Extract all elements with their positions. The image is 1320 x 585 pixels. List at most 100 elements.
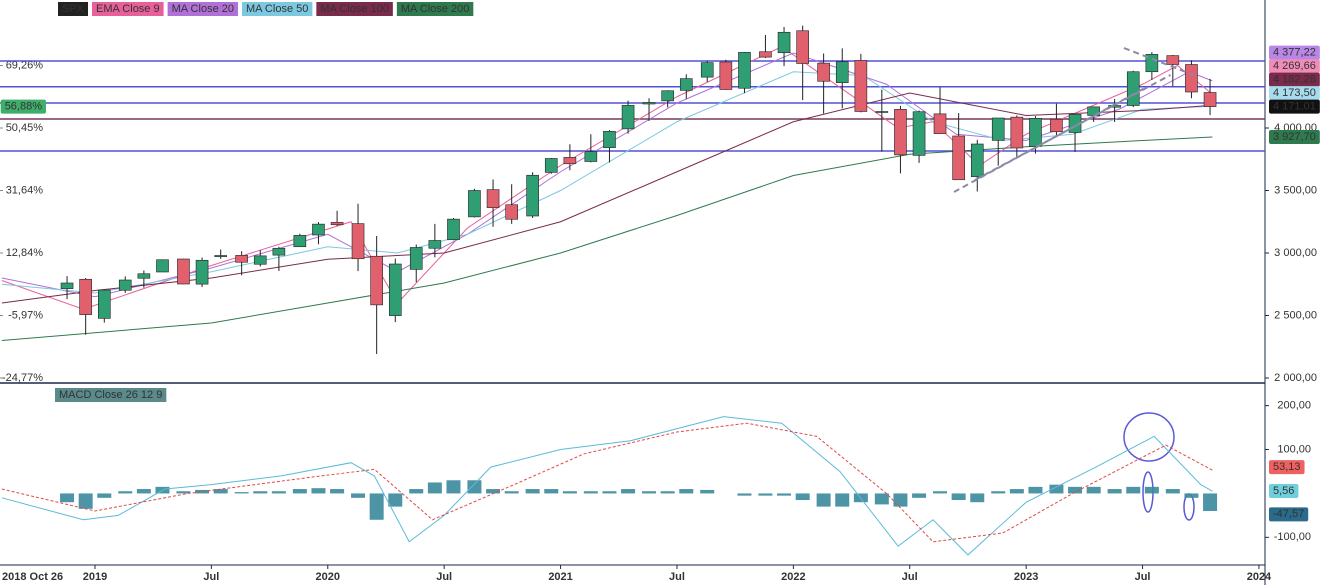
candle-body — [505, 204, 518, 220]
value-tag-text: 5,56 — [1273, 485, 1294, 497]
x-tick-label: Jul — [1135, 571, 1151, 583]
candle-body — [544, 158, 558, 173]
histogram-bar — [912, 493, 927, 498]
candle-body — [970, 143, 984, 178]
candle-body — [486, 189, 500, 208]
candle-body — [293, 235, 307, 248]
x-tick-label: 2019 — [83, 571, 107, 583]
histogram-bar — [504, 491, 519, 494]
histogram-bar — [777, 493, 792, 496]
histogram-bar — [991, 491, 1006, 494]
highlight-circle — [1123, 412, 1175, 462]
value-tag — [1269, 483, 1299, 498]
histogram-bar — [271, 491, 286, 494]
y2-tick-label: 12,84% — [6, 247, 44, 259]
histogram-bar — [1107, 489, 1122, 494]
y-tick-label: 2 000,00 — [1274, 372, 1317, 384]
histogram-bar — [1086, 486, 1101, 494]
histogram-bar — [679, 489, 694, 494]
candle-body — [1126, 71, 1140, 106]
candle-body — [79, 278, 92, 315]
candle-body — [835, 61, 849, 83]
legend-tag — [241, 2, 313, 16]
legend-label: MA Close 200 — [401, 3, 469, 15]
candle-body — [991, 117, 1005, 141]
legend-label: SPX — [62, 3, 85, 15]
candle-body — [700, 62, 714, 78]
y2-tick-label: -5,97% — [8, 309, 43, 321]
candle-body — [526, 174, 539, 217]
macd-line — [1, 416, 1213, 556]
y-tick-label: 3 000,00 — [1274, 247, 1317, 259]
value-tag-text: 4 173,50 — [1273, 87, 1316, 99]
x-tick-label: Jul — [669, 571, 685, 583]
candle-body — [584, 151, 598, 162]
trendline — [953, 87, 1146, 193]
candle-body — [177, 258, 190, 285]
candle-body — [312, 223, 325, 236]
candle-body — [447, 218, 460, 241]
trendline — [1123, 47, 1195, 76]
value-tag — [1269, 130, 1320, 145]
y-tick-label: 2 500,00 — [1274, 309, 1317, 321]
histogram-bar — [1165, 489, 1180, 494]
histogram-bar — [1009, 489, 1024, 494]
value-tag — [1269, 507, 1309, 522]
x-tick-label: 2021 — [548, 571, 572, 583]
histogram-bar — [1068, 486, 1083, 494]
candle-body — [642, 102, 656, 105]
candle-body — [952, 135, 965, 181]
panel-title: MACD Close 26 12 9 — [59, 389, 162, 401]
histogram-bar — [409, 489, 424, 494]
legend-label: MA Close 100 — [320, 3, 388, 15]
histogram-bar — [195, 489, 210, 494]
candle-body — [253, 255, 267, 265]
x-tick-label: 2020 — [316, 571, 340, 583]
candle-body — [388, 263, 402, 316]
y2-tick-label: 50,45% — [6, 122, 44, 134]
histogram-bar — [583, 491, 598, 494]
candle-body — [60, 282, 74, 289]
histogram-bar — [602, 491, 617, 494]
value-tag — [1269, 460, 1305, 475]
histogram-bar — [795, 493, 810, 501]
value-tag-text: 56,88% — [5, 101, 43, 113]
candle-body — [351, 223, 365, 260]
histogram-bar — [486, 489, 501, 494]
candle-body — [563, 157, 577, 165]
histogram-bar — [234, 492, 249, 494]
histogram-bar — [893, 493, 908, 507]
value-tag — [1269, 45, 1320, 60]
y-tick-label: 200,00 — [1277, 400, 1311, 412]
histogram-bar — [1144, 486, 1159, 494]
histogram-bar — [970, 493, 985, 503]
panel-title-tag — [55, 388, 167, 402]
value-tag-text: 4 182,28 — [1273, 74, 1316, 86]
legend-label: MA Close 20 — [172, 3, 234, 15]
candle-body — [1029, 118, 1042, 147]
y2-tick-label: 31,64% — [6, 184, 44, 196]
candle-body — [1166, 55, 1180, 65]
histogram-bar — [642, 491, 657, 494]
histogram-bar — [427, 482, 442, 494]
trendline — [974, 74, 1171, 181]
x-tick-label: 2022 — [781, 571, 805, 583]
histogram-bar — [292, 489, 307, 494]
candle-body — [1185, 64, 1198, 93]
candle-body — [854, 60, 868, 112]
histogram-bar — [60, 493, 75, 503]
candle-body — [738, 52, 751, 89]
candle-body — [661, 90, 674, 102]
y2-tick-label: 69,26% — [6, 59, 44, 71]
legend-tag — [58, 2, 89, 16]
candle-body — [1050, 118, 1063, 133]
histogram-bar — [700, 489, 715, 494]
histogram-bar — [351, 493, 366, 498]
candle-body — [370, 255, 383, 306]
histogram-bar — [874, 493, 889, 505]
histogram-bar — [660, 491, 675, 494]
histogram-bar — [330, 489, 345, 494]
macd-line — [1, 422, 1213, 543]
histogram-bar — [621, 489, 636, 494]
